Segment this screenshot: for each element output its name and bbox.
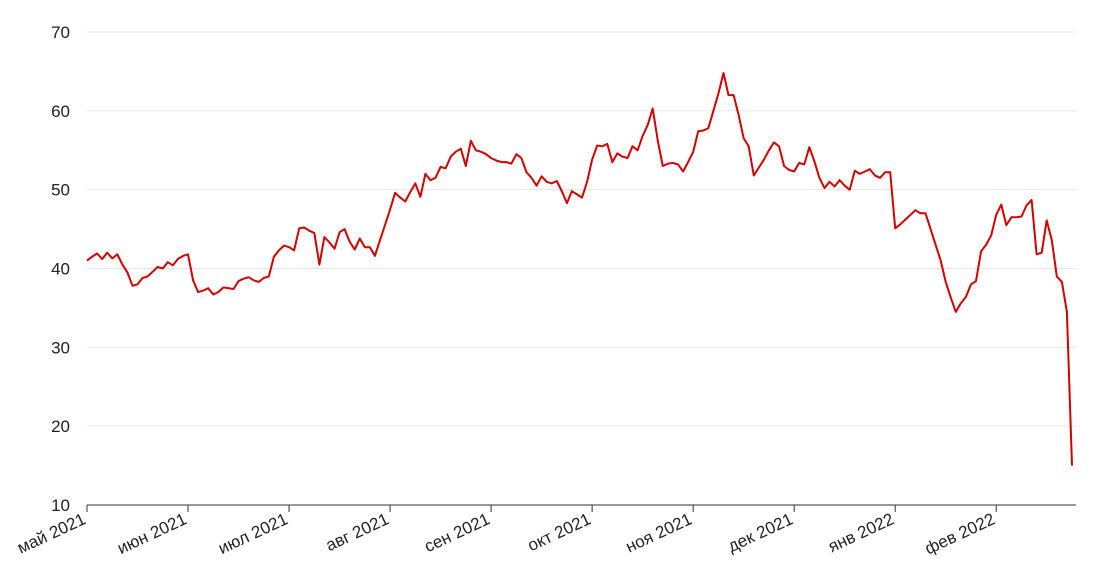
x-tick-label: июл 2021 [215,509,290,558]
x-tick-label: фев 2022 [922,509,998,558]
x-tick-label: окт 2021 [525,509,594,555]
y-tick-label: 50 [51,181,70,200]
y-tick-label: 20 [51,417,70,436]
x-tick-label: сен 2021 [421,509,492,556]
x-tick-label: дек 2021 [725,509,796,556]
x-tick-label: май 2021 [14,509,88,557]
y-tick-label: 30 [51,338,70,357]
x-tick-label: авг 2021 [323,509,392,555]
y-tick-label: 40 [51,260,70,279]
y-tick-label: 10 [51,496,70,515]
x-tick-label: янв 2022 [825,509,897,556]
price-line [86,72,1073,466]
x-tick-label: ноя 2021 [623,509,695,556]
y-tick-label: 70 [51,23,70,42]
y-tick-label: 60 [51,102,70,121]
x-tick-label: июн 2021 [114,509,189,558]
